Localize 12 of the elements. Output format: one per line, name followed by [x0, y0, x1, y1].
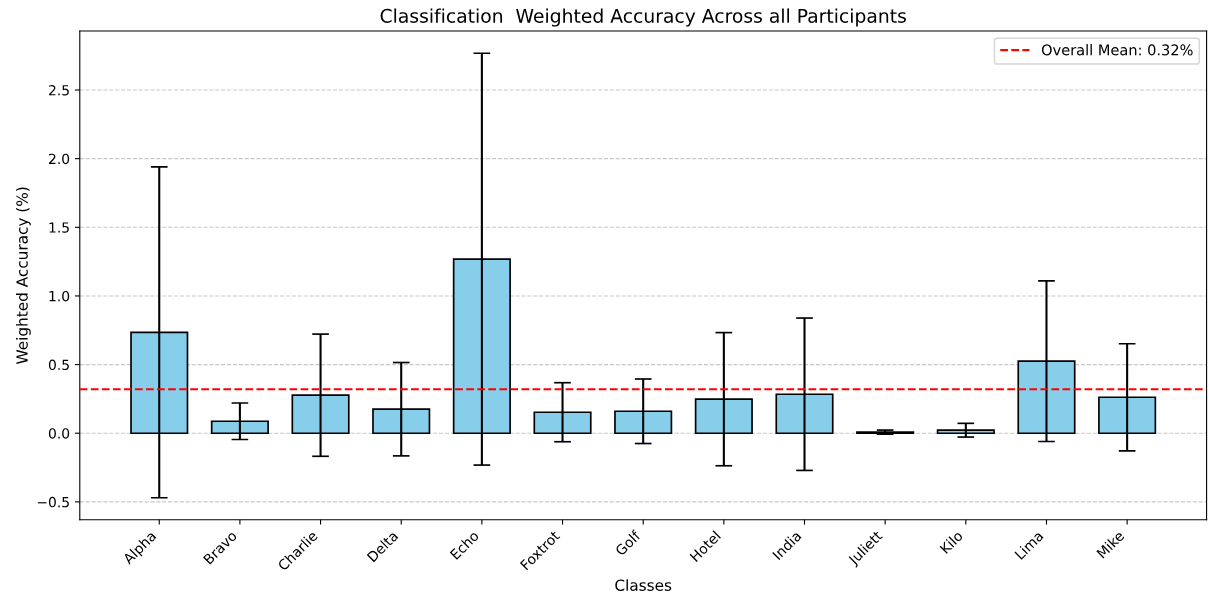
y-tick-label: 0.5: [48, 359, 69, 371]
y-tick-label: 2.0: [49, 153, 70, 165]
legend-label: Overall Mean: 0.32%: [1041, 44, 1193, 56]
x-tick-label: Kilo: [939, 529, 964, 554]
chart-title: Classification Weighted Accuracy Across all Participants: [380, 8, 906, 27]
y-tick-label: 2.5: [49, 84, 69, 96]
y-tick-label: 1.0: [49, 290, 70, 302]
y-tick-label: 1.5: [49, 222, 69, 233]
y-tick-label: −0.5: [37, 496, 69, 508]
y-axis-title: Weighted Accuracy (%): [16, 187, 31, 364]
x-axis-title: Classes: [615, 579, 672, 591]
y-tick-label: 0.0: [48, 428, 70, 439]
